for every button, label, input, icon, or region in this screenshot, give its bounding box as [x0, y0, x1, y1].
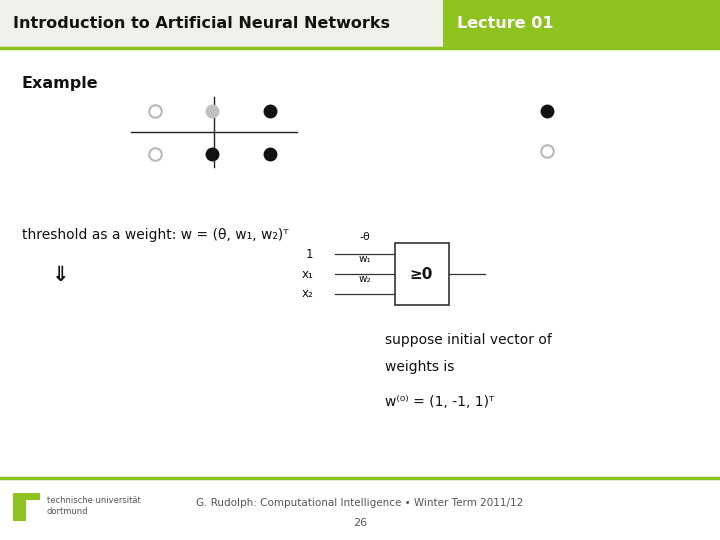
- Text: -θ: -θ: [359, 232, 370, 242]
- Text: dortmund: dortmund: [47, 507, 89, 516]
- Text: Lecture 01: Lecture 01: [457, 16, 554, 31]
- Text: 1: 1: [306, 248, 313, 261]
- Text: weights is: weights is: [385, 360, 454, 374]
- Text: w⁽⁰⁾ = (1, -1, 1)ᵀ: w⁽⁰⁾ = (1, -1, 1)ᵀ: [385, 395, 495, 409]
- Text: technische universität: technische universität: [47, 496, 140, 505]
- Text: w₂: w₂: [359, 274, 371, 284]
- Bar: [443, 0, 720, 48]
- Text: ≥0: ≥0: [410, 267, 433, 281]
- Text: ⇓: ⇓: [53, 265, 70, 286]
- Text: threshold as a weight: w = (θ, w₁, w₂)ᵀ: threshold as a weight: w = (θ, w₁, w₂)ᵀ: [22, 228, 288, 242]
- Text: suppose initial vector of: suppose initial vector of: [385, 333, 552, 347]
- Text: w₁: w₁: [359, 254, 371, 265]
- Text: Introduction to Artificial Neural Networks: Introduction to Artificial Neural Networ…: [13, 16, 390, 31]
- Text: G. Rudolph: Computational Intelligence • Winter Term 2011/12: G. Rudolph: Computational Intelligence •…: [197, 498, 523, 508]
- Bar: [395, 243, 449, 305]
- Bar: [13, 493, 26, 521]
- Text: x₁: x₁: [302, 267, 313, 281]
- Text: 26: 26: [353, 518, 367, 528]
- Text: x₂: x₂: [302, 287, 313, 300]
- Text: Example: Example: [22, 76, 98, 91]
- Bar: [0, 0, 443, 48]
- Bar: [13, 493, 40, 500]
